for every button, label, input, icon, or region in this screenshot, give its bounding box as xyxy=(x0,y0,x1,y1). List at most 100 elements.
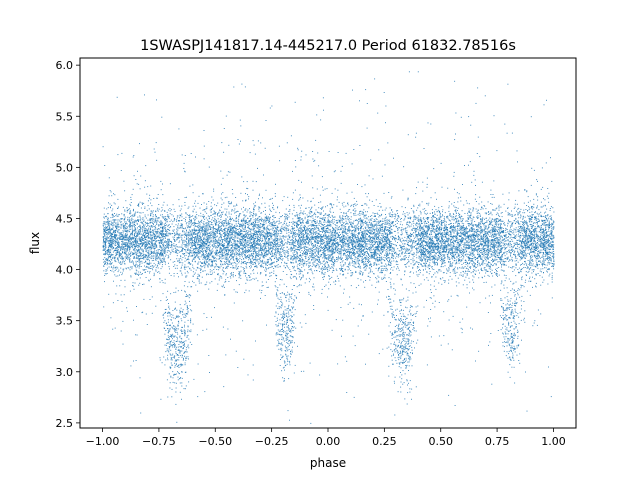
data-point xyxy=(536,324,538,326)
data-point xyxy=(467,234,469,236)
data-point xyxy=(321,288,323,290)
data-point xyxy=(421,234,423,236)
data-point xyxy=(112,219,114,221)
data-point xyxy=(112,217,114,218)
data-point xyxy=(251,245,253,247)
data-point xyxy=(108,233,110,235)
data-point xyxy=(417,275,419,277)
data-point xyxy=(323,267,325,269)
data-point xyxy=(343,212,345,214)
data-point xyxy=(303,248,305,250)
data-point xyxy=(490,302,491,304)
data-point xyxy=(459,321,461,323)
data-point xyxy=(270,198,272,200)
data-point xyxy=(266,228,268,230)
data-point xyxy=(202,230,204,232)
data-point xyxy=(495,259,497,261)
data-point xyxy=(448,205,450,207)
data-point xyxy=(171,336,172,338)
data-point xyxy=(356,259,358,261)
data-point xyxy=(145,165,147,167)
data-point xyxy=(297,242,299,244)
data-point xyxy=(519,243,521,245)
data-point xyxy=(190,252,192,254)
data-point xyxy=(299,233,301,234)
data-point xyxy=(506,243,508,245)
data-point xyxy=(213,255,215,257)
data-point xyxy=(120,279,122,281)
chart-title: 1SWASPJ141817.14-445217.0 Period 61832.7… xyxy=(140,38,516,54)
data-point xyxy=(500,241,502,243)
data-point xyxy=(269,252,271,254)
data-point xyxy=(139,240,141,242)
data-point xyxy=(379,246,381,248)
data-point xyxy=(477,260,479,262)
data-point xyxy=(310,256,312,258)
data-point xyxy=(129,217,130,219)
data-point xyxy=(425,226,427,228)
data-point xyxy=(220,242,222,244)
data-point xyxy=(295,166,297,168)
data-point xyxy=(462,318,464,320)
data-point xyxy=(245,248,247,250)
data-point xyxy=(233,205,235,207)
data-point xyxy=(131,266,133,268)
data-point xyxy=(188,215,190,217)
data-point xyxy=(419,263,421,265)
data-point xyxy=(249,255,251,257)
data-point xyxy=(288,340,289,342)
data-point xyxy=(242,267,244,268)
data-point xyxy=(113,193,114,195)
data-point xyxy=(476,226,478,227)
data-point xyxy=(211,259,213,261)
data-point xyxy=(350,285,352,287)
data-point xyxy=(139,251,141,253)
data-point xyxy=(390,308,392,310)
data-point xyxy=(141,226,143,228)
data-point xyxy=(408,212,410,214)
data-point xyxy=(315,231,316,233)
data-point xyxy=(172,346,174,348)
data-point xyxy=(249,233,251,235)
data-point xyxy=(505,237,507,239)
data-point xyxy=(319,222,321,224)
data-point xyxy=(550,248,552,250)
data-point xyxy=(469,216,471,218)
data-point xyxy=(311,212,313,214)
data-point xyxy=(295,262,297,264)
data-point xyxy=(534,222,536,224)
data-point xyxy=(492,228,494,230)
data-point xyxy=(217,244,219,246)
data-point xyxy=(195,156,196,158)
data-point xyxy=(302,213,304,215)
data-point xyxy=(462,227,464,229)
data-point xyxy=(163,259,165,261)
data-point xyxy=(196,214,198,215)
data-point xyxy=(400,334,402,335)
data-point xyxy=(239,247,241,249)
data-point xyxy=(377,303,378,305)
data-point xyxy=(467,263,469,265)
data-point xyxy=(249,211,251,213)
data-point xyxy=(327,231,328,233)
data-point xyxy=(174,234,176,236)
data-point xyxy=(391,223,393,225)
data-point xyxy=(227,255,229,257)
data-point xyxy=(410,217,412,219)
data-point xyxy=(332,241,334,243)
data-point xyxy=(312,263,314,265)
data-point xyxy=(293,258,295,260)
data-point xyxy=(232,226,234,228)
data-point xyxy=(200,268,202,270)
data-point xyxy=(324,257,326,259)
data-point xyxy=(105,258,107,260)
data-point xyxy=(217,274,218,275)
data-point xyxy=(291,351,293,353)
data-point xyxy=(368,258,370,260)
data-point xyxy=(351,252,353,254)
data-point xyxy=(552,227,554,229)
data-point xyxy=(285,214,287,216)
data-point xyxy=(320,237,322,239)
data-point xyxy=(372,256,374,258)
data-point xyxy=(382,230,384,232)
